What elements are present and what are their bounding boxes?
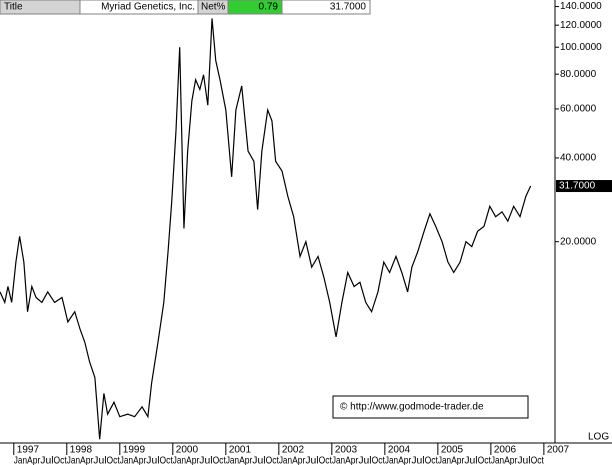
quarter-label: Jan bbox=[173, 456, 186, 465]
y-tick-label: 20.0000 bbox=[560, 236, 597, 247]
quarter-label: Oct bbox=[319, 456, 332, 465]
quarter-label: Apr bbox=[504, 456, 518, 465]
last-price-marker bbox=[556, 180, 612, 193]
watermark-box bbox=[332, 395, 529, 419]
quarter-label: Oct bbox=[54, 456, 67, 465]
quarter-label: Jul bbox=[517, 456, 530, 465]
x-tick-label: 2005 bbox=[441, 445, 464, 456]
quarter-label: Jul bbox=[93, 456, 106, 465]
x-tick-label: 1997 bbox=[17, 445, 40, 456]
quarter-label: Jan bbox=[14, 456, 27, 465]
scale-label: LOG bbox=[588, 432, 609, 443]
quarter-label: Jan bbox=[438, 456, 451, 465]
watermark: © http://www.godmode-trader.de bbox=[340, 402, 484, 413]
quarter-label: Apr bbox=[398, 456, 412, 465]
quarter-label: Jan bbox=[120, 456, 133, 465]
quarter-label: Jul bbox=[146, 456, 159, 465]
quarter-label: Jul bbox=[358, 456, 371, 465]
y-tick-label: 40.0000 bbox=[560, 153, 597, 164]
quarter-label: Jul bbox=[199, 456, 212, 465]
x-tick-label: 2007 bbox=[547, 445, 570, 456]
quarter-label: Jul bbox=[305, 456, 318, 465]
quarter-label: Jul bbox=[40, 456, 53, 465]
y-tick-label: 120.0000 bbox=[560, 20, 602, 31]
quarter-label: Oct bbox=[478, 456, 491, 465]
quarter-label: Jan bbox=[67, 456, 80, 465]
quarter-label: Jan bbox=[491, 456, 504, 465]
quarter-label: Oct bbox=[160, 456, 173, 465]
header-cell bbox=[281, 0, 371, 15]
y-tick-label: 80.0000 bbox=[560, 69, 597, 80]
header-label: Net% bbox=[201, 2, 226, 13]
header-label: Title bbox=[4, 2, 23, 13]
quarter-label: Apr bbox=[27, 456, 41, 465]
quarter-label: Jan bbox=[385, 456, 398, 465]
quarter-label: Apr bbox=[80, 456, 94, 465]
quarter-label: Apr bbox=[133, 456, 147, 465]
x-tick-label: 2001 bbox=[229, 445, 252, 456]
quarter-label: Apr bbox=[239, 456, 253, 465]
quarter-label: Apr bbox=[345, 456, 359, 465]
quarter-label: Jul bbox=[411, 456, 424, 465]
quarter-label: Apr bbox=[292, 456, 306, 465]
y-tick-label: 100.0000 bbox=[560, 42, 602, 53]
quarter-label: Jan bbox=[332, 456, 345, 465]
x-tick-label: 1998 bbox=[70, 445, 93, 456]
net-change: 0.79 bbox=[259, 2, 279, 13]
quarter-label: Oct bbox=[107, 456, 120, 465]
last-price: 31.7000 bbox=[330, 2, 367, 13]
quarter-label: Oct bbox=[213, 456, 226, 465]
quarter-label: Apr bbox=[451, 456, 465, 465]
quarter-label: Jul bbox=[464, 456, 477, 465]
x-tick-label: 2004 bbox=[388, 445, 411, 456]
y-tick-label: 140.0000 bbox=[560, 1, 602, 12]
x-tick-label: 2002 bbox=[282, 445, 305, 456]
quarter-label: Apr bbox=[186, 456, 200, 465]
quarter-label: Jan bbox=[226, 456, 239, 465]
last-price-label: 31.7000 bbox=[559, 181, 596, 192]
quarter-label: Oct bbox=[266, 456, 279, 465]
quarter-label: Jan bbox=[279, 456, 292, 465]
quarter-label: Oct bbox=[372, 456, 385, 465]
quarter-label: Oct bbox=[531, 456, 544, 465]
quarter-label: Jul bbox=[252, 456, 265, 465]
chart-title: Myriad Genetics, Inc. bbox=[101, 2, 195, 13]
quarter-label: Oct bbox=[425, 456, 438, 465]
x-tick-label: 2006 bbox=[494, 445, 517, 456]
x-tick-label: 2003 bbox=[335, 445, 358, 456]
x-tick-label: 1999 bbox=[123, 445, 146, 456]
price-line bbox=[0, 18, 532, 440]
y-tick-label: 60.0000 bbox=[560, 104, 597, 115]
x-tick-label: 2000 bbox=[176, 445, 199, 456]
